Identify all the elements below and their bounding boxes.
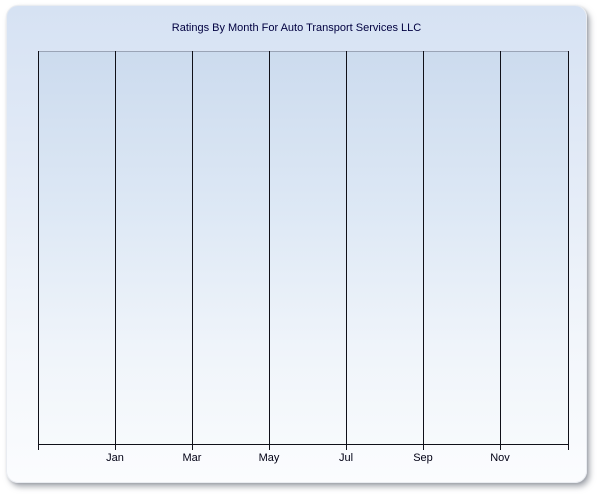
chart-title: Ratings By Month For Auto Transport Serv… xyxy=(171,22,422,34)
y-axis-line xyxy=(38,51,39,450)
plot-area: Jan Mar May Jul Sep Nov xyxy=(38,51,569,464)
plot-background xyxy=(38,51,569,445)
gridline-mar xyxy=(192,51,193,450)
x-axis-tick-label: Nov xyxy=(490,452,510,464)
plot-top-border xyxy=(38,51,569,52)
x-axis-tick-label: May xyxy=(258,452,280,464)
x-axis-line xyxy=(38,444,569,445)
plot-right-border xyxy=(568,51,569,450)
gridline-sep xyxy=(423,51,424,450)
x-axis-tick-label: Jan xyxy=(106,452,124,464)
gridline-may xyxy=(269,51,270,450)
gridline-jul xyxy=(346,51,347,450)
x-axis-tick-label: Jul xyxy=(338,452,354,464)
chart-panel: Ratings By Month For Auto Transport Serv… xyxy=(6,5,587,483)
gridline-jan xyxy=(115,51,116,450)
x-axis-tick-label: Sep xyxy=(413,452,433,464)
gridline-nov xyxy=(500,51,501,450)
x-axis-tick-label: Mar xyxy=(182,452,202,464)
